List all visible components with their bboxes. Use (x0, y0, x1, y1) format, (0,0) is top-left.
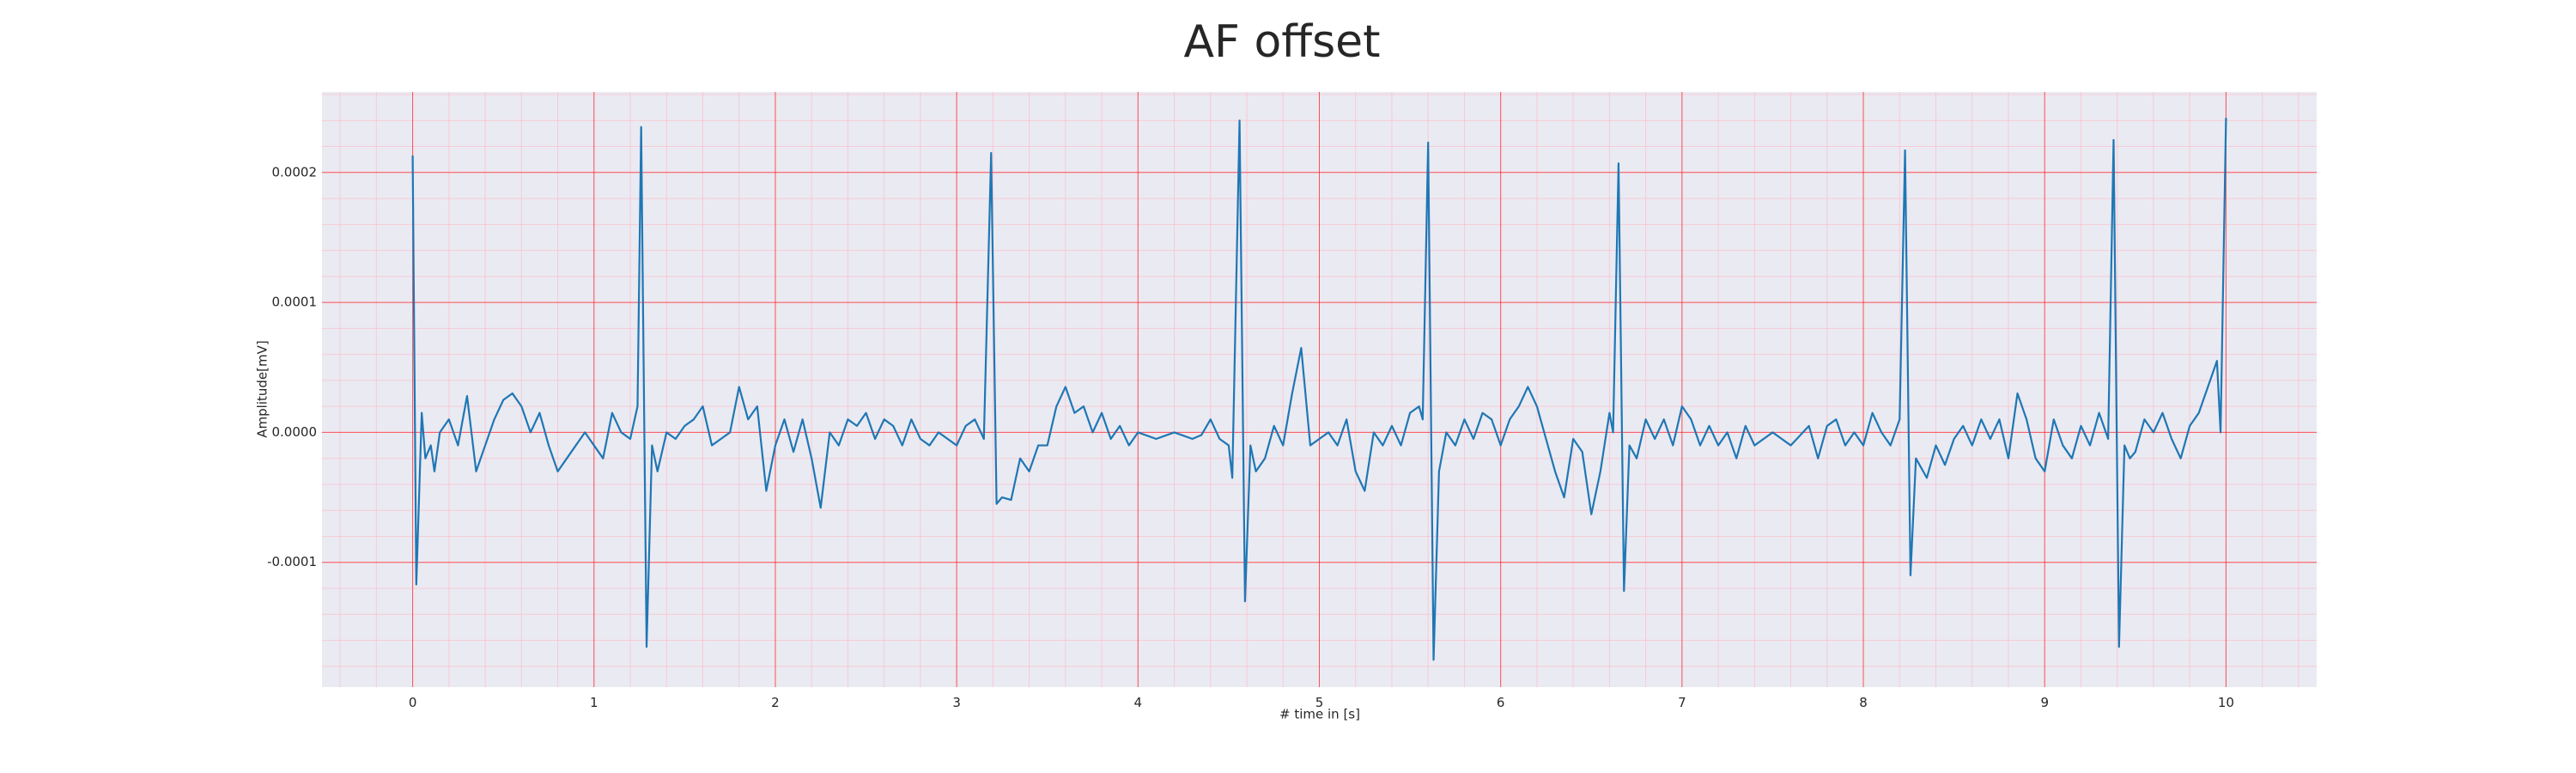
x-tick-label: 4 (1134, 695, 1143, 710)
x-tick-label: 8 (1859, 695, 1868, 710)
x-tick-label: 6 (1497, 695, 1505, 710)
y-axis-label: Amplitude[mV] (255, 340, 270, 437)
y-tick-label: -0.0001 (267, 554, 317, 569)
y-tick-label: 0.0000 (272, 424, 318, 440)
x-axis-label: # time in [s] (1279, 707, 1360, 722)
chart-title: AF offset (1183, 16, 1380, 68)
x-tick-label: 2 (771, 695, 780, 710)
x-tick-label: 7 (1678, 695, 1686, 710)
signal-line (411, 118, 2227, 661)
x-tick-label: 0 (409, 695, 417, 710)
x-tick-label: 3 (952, 695, 961, 710)
x-tick-label: 9 (2040, 695, 2049, 710)
y-tick-label: 0.0001 (272, 295, 318, 310)
y-tick-label: 0.0002 (272, 164, 318, 180)
x-tick-label: 1 (590, 695, 598, 710)
x-tick-label: 10 (2218, 695, 2234, 710)
x-tick-label: 5 (1315, 695, 1324, 710)
